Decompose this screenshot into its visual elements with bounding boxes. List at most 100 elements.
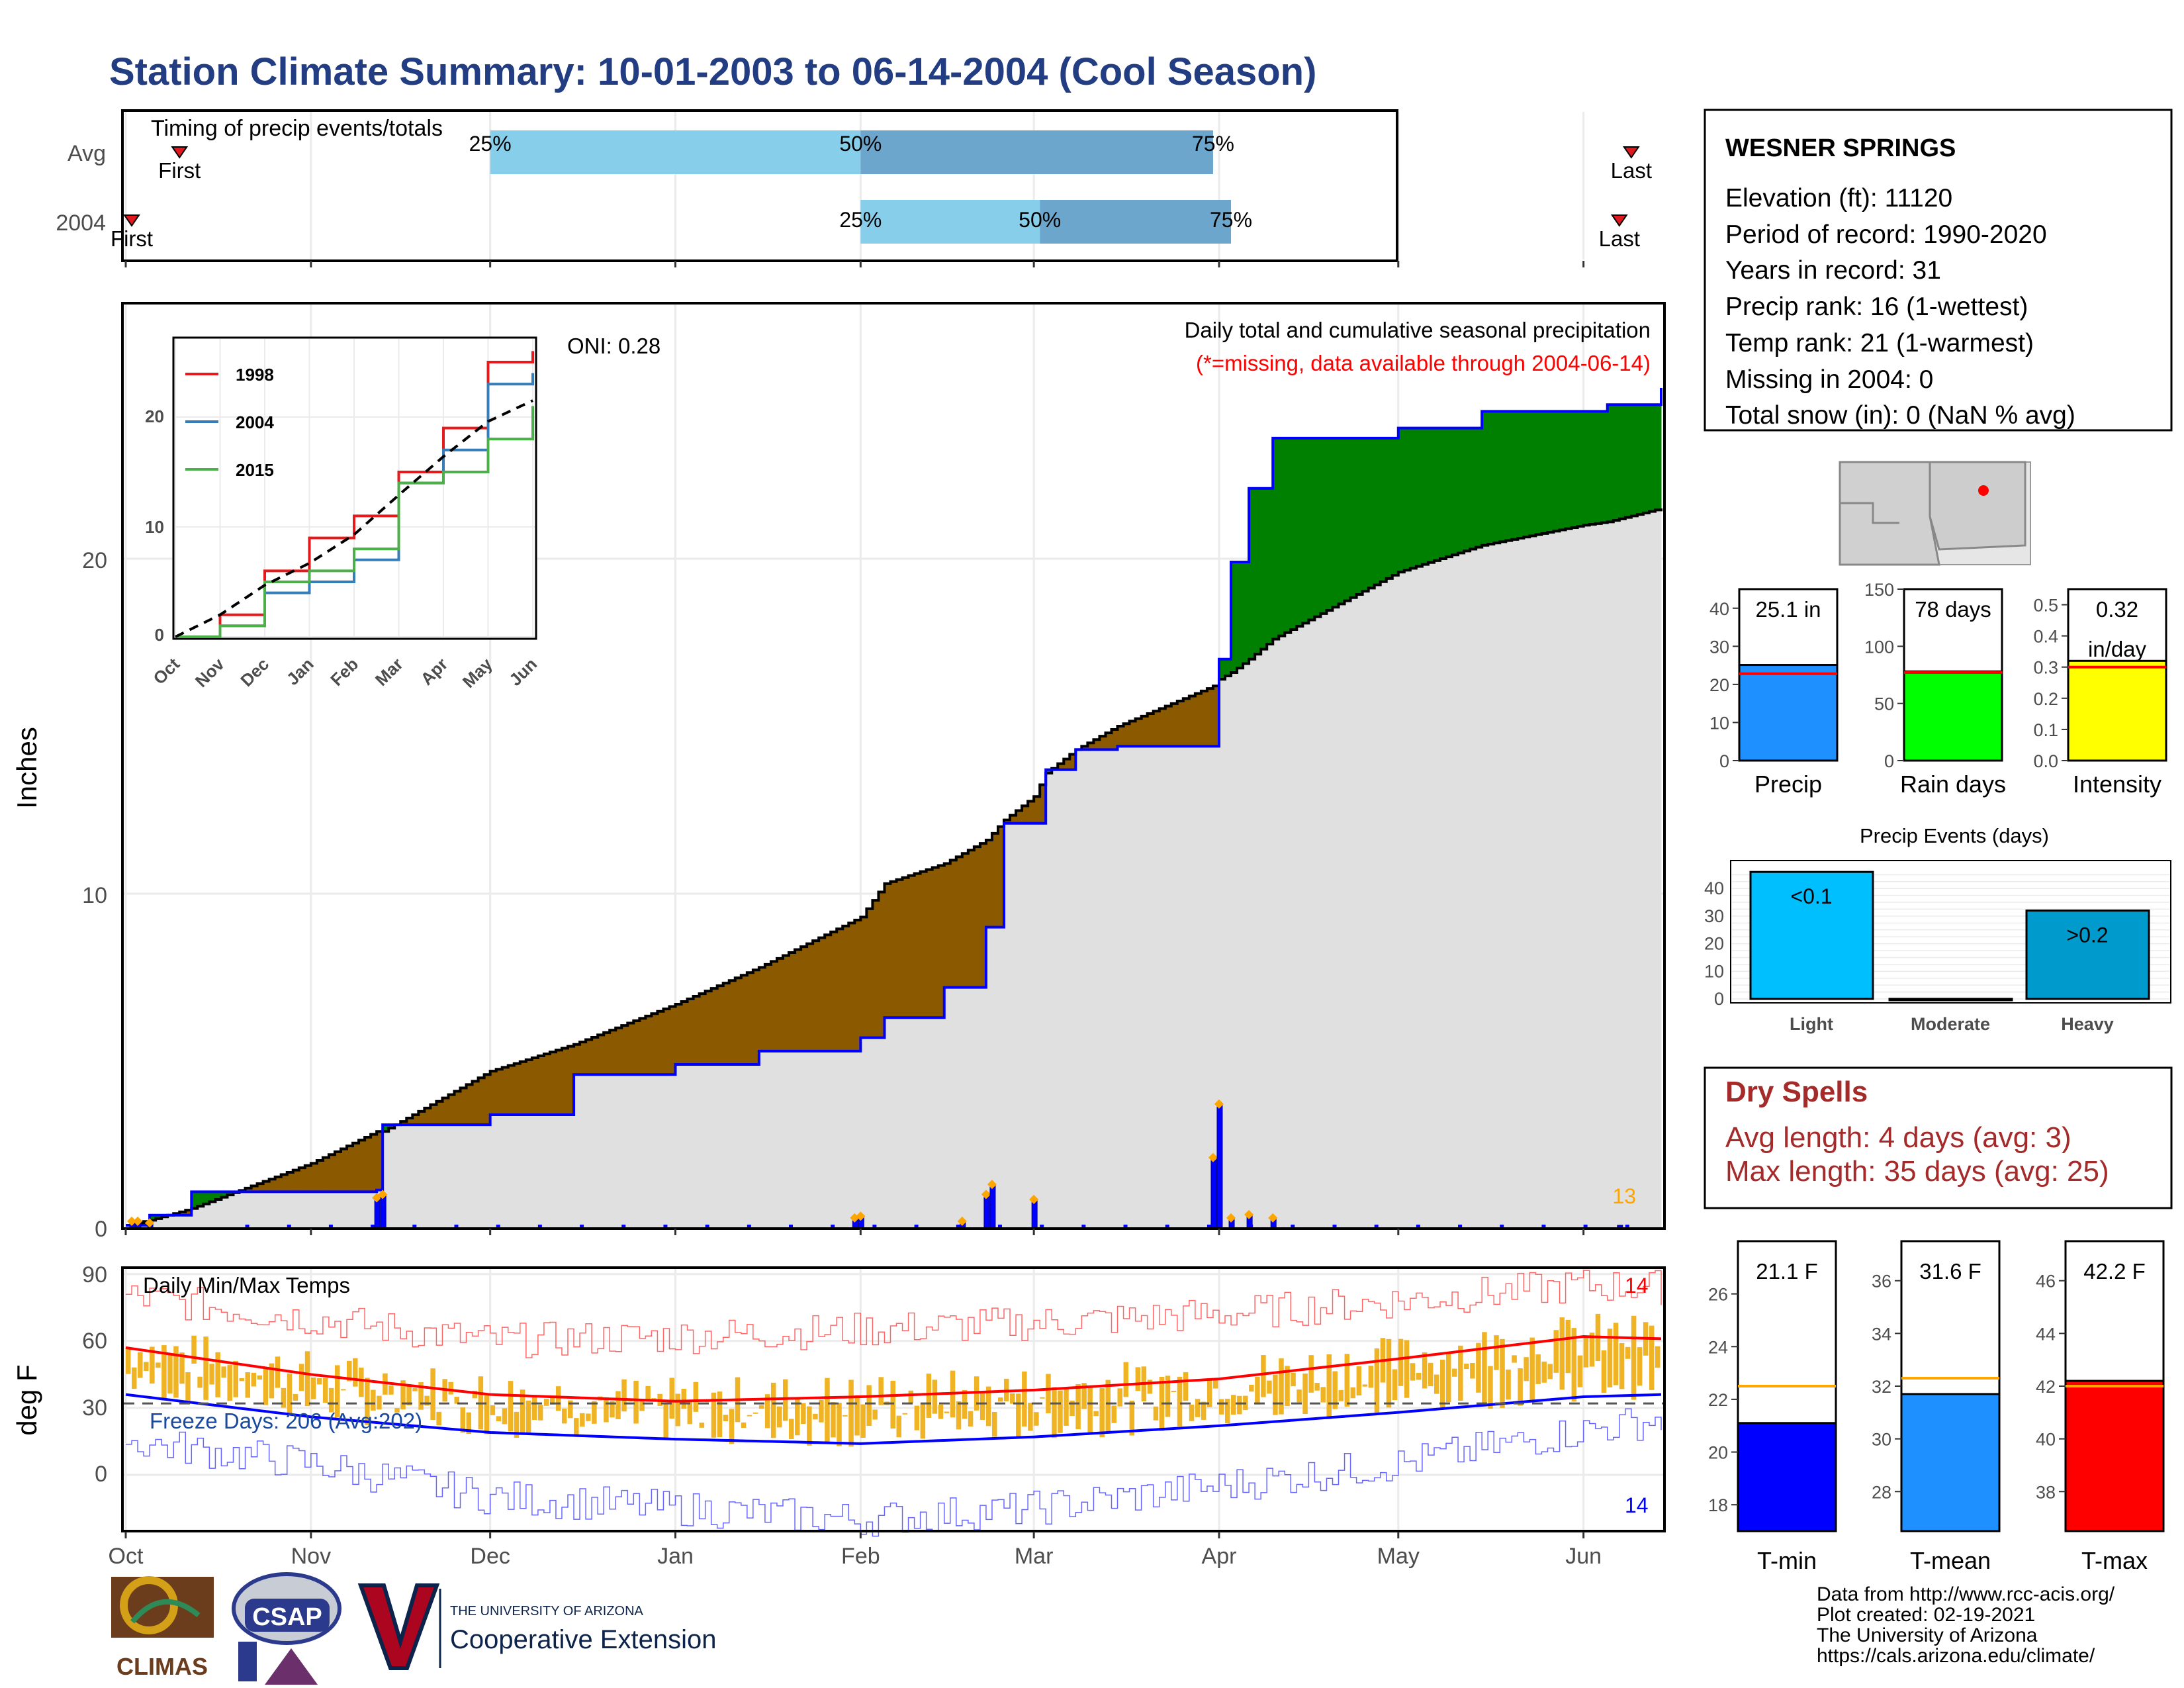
temp-daily-bar xyxy=(997,1397,1003,1402)
temp-daily-bar xyxy=(281,1387,287,1408)
precip-trace-bar xyxy=(1040,1225,1044,1229)
precip-diff-fill xyxy=(884,883,891,1018)
precip-diff-fill xyxy=(502,1067,509,1115)
precip-normal-fill xyxy=(831,1051,837,1229)
precip-diff-fill xyxy=(770,961,778,1051)
gauge-tick-label: 30 xyxy=(1709,637,1729,657)
precip-daily-bar xyxy=(983,1194,990,1229)
precip-diff-fill xyxy=(1601,411,1608,523)
precip-diff-fill xyxy=(610,1030,616,1075)
precip-diff-fill xyxy=(1571,411,1578,528)
precip-normal-fill xyxy=(508,1114,515,1229)
temp-daily-bar xyxy=(782,1379,788,1421)
precip-normal-fill xyxy=(723,1064,730,1229)
timing-marker-first-Avg xyxy=(171,146,189,159)
gauge-label: Precip xyxy=(1754,771,1822,798)
temp-daily-bar xyxy=(1261,1355,1266,1397)
ua-small-text: THE UNIVERSITY OF ARIZONA xyxy=(450,1604,644,1618)
temp-daily-bar xyxy=(203,1336,208,1400)
precip-normal-fill xyxy=(1273,639,1279,1229)
events-bar-label-light: <0.1 xyxy=(1790,884,1832,908)
precip-diff-fill xyxy=(1607,404,1614,522)
precip-normal-fill xyxy=(819,1051,825,1229)
inset-line-average xyxy=(175,399,533,638)
precip-normal-fill xyxy=(962,987,969,1229)
temp-daily-bar xyxy=(663,1403,668,1440)
timing-row-2004-label: 2004 xyxy=(56,211,106,236)
temp-avg-min-line xyxy=(125,1393,1662,1445)
temp-daily-bar xyxy=(645,1385,651,1402)
precip-diff-fill xyxy=(837,929,843,1051)
temp-avg-max-line xyxy=(125,1335,1662,1403)
precip-normal-fill xyxy=(1189,746,1196,1229)
precip-diff-fill xyxy=(1099,736,1106,750)
precip-normal-fill xyxy=(227,1195,234,1229)
temp-daily-bar xyxy=(621,1379,627,1412)
gauge-value: 78 days xyxy=(1915,597,1991,622)
station-line-3: Years in record: 31 xyxy=(1725,256,1941,285)
temp-daily-bar xyxy=(304,1351,310,1407)
temp-daily-bar xyxy=(1249,1384,1254,1392)
precip-diff-fill xyxy=(1087,743,1094,750)
month-label-mar: Mar xyxy=(1015,1544,1054,1569)
dry-spells-avg: Avg length: 4 days (avg: 3) xyxy=(1725,1121,2071,1154)
precip-normal-fill xyxy=(926,1017,933,1229)
ua-logo: THE UNIVERSITY OF ARIZONA Cooperative Ex… xyxy=(357,1583,716,1670)
precip-diff-fill xyxy=(1500,411,1506,542)
precip-normal-fill xyxy=(365,1192,371,1229)
temp-daily-bar xyxy=(920,1403,926,1439)
precip-diff-fill xyxy=(543,1054,551,1115)
temp-daily-bar xyxy=(310,1377,316,1399)
precip-normal-fill xyxy=(1613,520,1620,1229)
temp-ylabel: deg F xyxy=(11,1364,42,1435)
precip-diff-fill xyxy=(454,1091,461,1125)
precip-normal-fill xyxy=(1476,547,1482,1229)
footer-line-3: The University of Arizona xyxy=(1817,1624,2038,1646)
temp-daily-bar xyxy=(681,1388,687,1409)
precip-diff-fill xyxy=(627,1023,634,1075)
precip-normal-fill xyxy=(1064,769,1070,1229)
precip-diff-fill xyxy=(574,1044,580,1075)
precip-panel: Inches 0 10 20 Daily total and cumulativ… xyxy=(11,302,1666,1242)
events-ytick: 30 xyxy=(1704,906,1724,926)
precip-diff-fill xyxy=(377,1131,383,1190)
precip-normal-fill xyxy=(1040,823,1046,1229)
precip-diff-fill xyxy=(1291,438,1297,630)
precip-normal-fill xyxy=(1028,823,1034,1229)
precip-normal-fill xyxy=(729,1064,736,1229)
precip-diff-fill xyxy=(1439,428,1447,559)
precip-diff-fill xyxy=(741,975,748,1065)
temp-daily-bar xyxy=(938,1405,944,1419)
climas-logo: CLIMAS xyxy=(111,1576,214,1680)
temp-daily-bar xyxy=(1231,1395,1236,1415)
timing-row-avg-label: Avg xyxy=(68,141,106,166)
precip-normal-fill xyxy=(1093,749,1100,1229)
precip-diff-fill xyxy=(687,999,694,1065)
precip-normal-fill xyxy=(848,1051,855,1229)
precip-normal-fill xyxy=(1302,623,1309,1229)
precip-trace-bar xyxy=(997,1225,1002,1229)
precip-ytick-0: 0 xyxy=(95,1217,107,1242)
precip-normal-fill xyxy=(1231,673,1238,1229)
events-ytick: 20 xyxy=(1704,934,1724,954)
precip-diff-fill xyxy=(604,1032,610,1075)
temp-gauge-tick-label: 28 xyxy=(1872,1482,1891,1502)
temp-daily-bar xyxy=(962,1389,968,1419)
temp-daily-bar xyxy=(1655,1346,1661,1368)
temp-daily-bar xyxy=(896,1415,902,1438)
precip-ytick-20: 20 xyxy=(82,548,107,573)
precip-diff-fill xyxy=(555,1050,563,1115)
temp-ytick-0: 0 xyxy=(95,1462,107,1487)
precip-diff-fill xyxy=(789,952,796,1051)
precip-normal-fill xyxy=(1159,746,1166,1229)
precip-normal-fill xyxy=(1350,597,1357,1229)
temp-daily-bar xyxy=(586,1413,591,1421)
temp-daily-bar xyxy=(144,1362,149,1372)
precip-normal-fill xyxy=(1249,659,1255,1229)
precip-normal-fill xyxy=(789,1051,796,1229)
precip-normal-fill xyxy=(400,1125,407,1229)
precip-diff-fill xyxy=(179,1211,186,1215)
precip-diff-fill xyxy=(1212,686,1220,747)
precip-diff-fill xyxy=(902,877,909,1018)
precip-diff-fill xyxy=(472,1081,479,1125)
